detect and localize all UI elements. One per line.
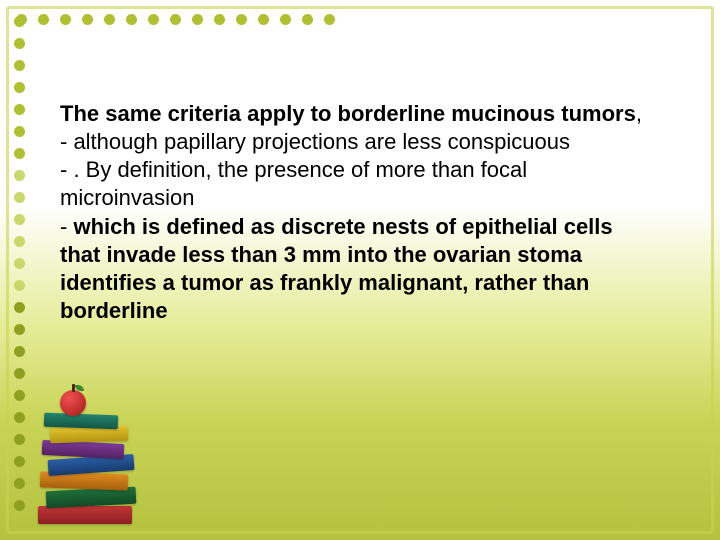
dots-left — [14, 16, 25, 511]
heading-bold-1: The same criteria apply to borderline mu… — [60, 101, 636, 126]
text-line-2: - although papillary projections are les… — [60, 129, 570, 154]
text-line-3: - . By definition, the presence of more … — [60, 157, 527, 210]
apple-icon — [60, 390, 86, 416]
text-line-4-head: - — [60, 214, 73, 239]
books-decoration — [28, 378, 148, 534]
slide: The same criteria apply to borderline mu… — [0, 0, 720, 540]
text-line-4-bold: which is defined as discrete nests of ep… — [60, 214, 613, 323]
dots-top — [16, 14, 335, 25]
book-icon — [38, 506, 132, 524]
slide-text: The same criteria apply to borderline mu… — [60, 100, 650, 325]
text-tail-1: , — [636, 101, 642, 126]
book-icon — [44, 413, 118, 430]
